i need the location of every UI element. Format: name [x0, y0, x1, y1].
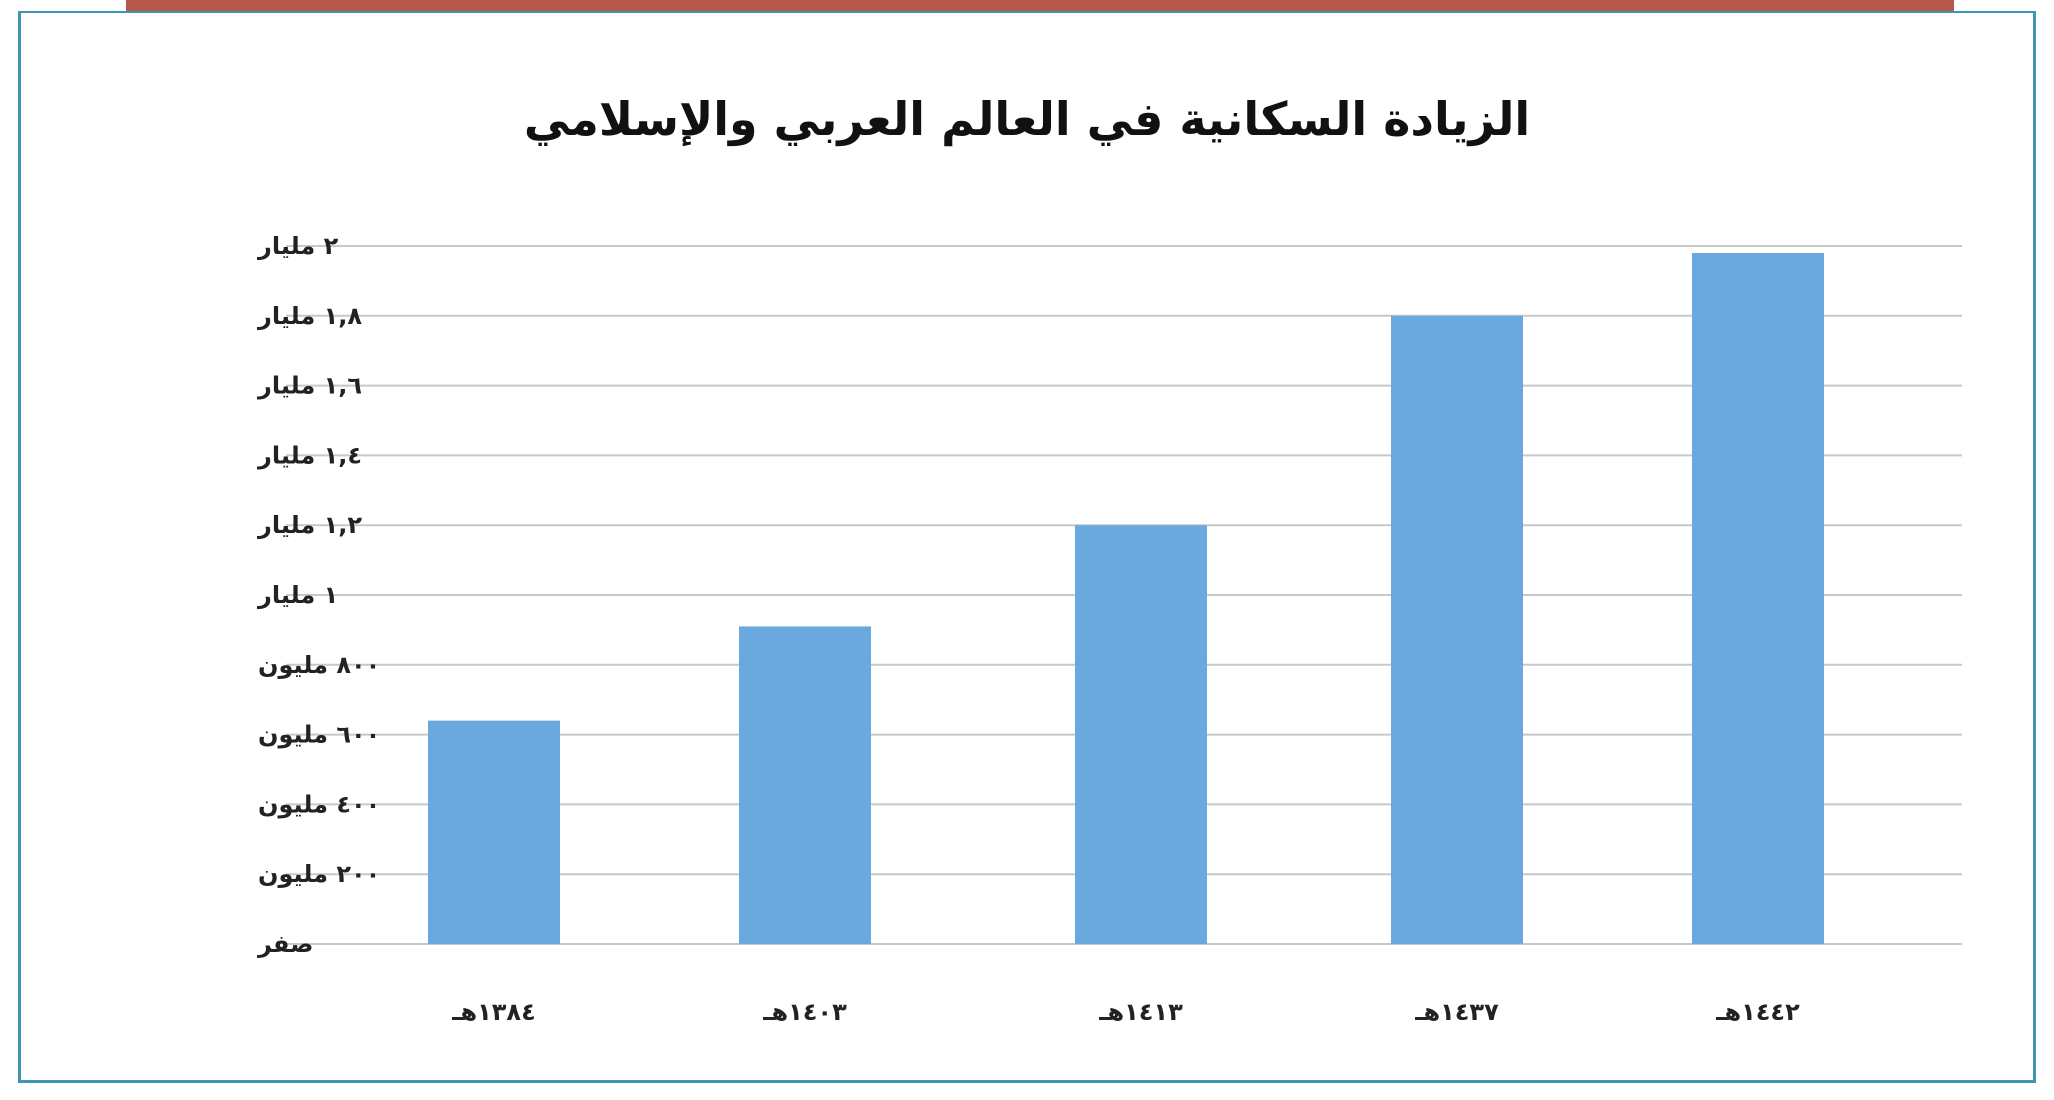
bar [739, 626, 871, 944]
y-tick-label: ١,٦ مليار [257, 372, 362, 400]
bar [1075, 525, 1207, 944]
y-tick-label: ٤٠٠ مليون [258, 790, 380, 818]
x-category-label: ١٤٠٣هـ [762, 998, 847, 1026]
header-band [126, 0, 1954, 13]
x-category-label: ١٤٣٧هـ [1414, 998, 1499, 1026]
y-tick-label: ٢٠٠ مليون [258, 860, 380, 888]
y-tick-label: ١,٢ مليار [257, 511, 362, 539]
y-tick-label: ١ مليار [257, 581, 338, 609]
y-axis-tick-labels: صفر ٢٠٠ مليون ٤٠٠ مليون ٦٠٠ مليون ٨٠٠ مليون ١… [257, 232, 380, 958]
bar [1692, 252, 1824, 945]
bottom-band [0, 1083, 2054, 1100]
y-tick-label: ٢ مليار [257, 232, 339, 260]
y-tick-label: ٦٠٠ مليون [258, 721, 380, 749]
bar [428, 720, 560, 944]
x-axis-category-labels: ١٣٨٤هـ ١٤٠٣هـ ١٤١٣هـ ١٤٣٧هـ ١٤٤٢هـ [451, 998, 1800, 1026]
y-tick-label: صفر [257, 930, 313, 958]
y-tick-label: ٨٠٠ مليون [258, 651, 380, 679]
y-tick-label: ١,٤ مليار [257, 441, 362, 469]
x-category-label: ١٣٨٤هـ [451, 998, 535, 1026]
x-category-label: ١٤٤٢هـ [1715, 998, 1800, 1026]
x-category-label: ١٤١٣هـ [1098, 998, 1183, 1026]
bar [1391, 315, 1523, 944]
y-tick-label: ١,٨ مليار [257, 302, 362, 330]
bars [428, 252, 1824, 945]
chart-title: الزيادة السكانية في العالم العربي والإسل… [523, 92, 1531, 146]
